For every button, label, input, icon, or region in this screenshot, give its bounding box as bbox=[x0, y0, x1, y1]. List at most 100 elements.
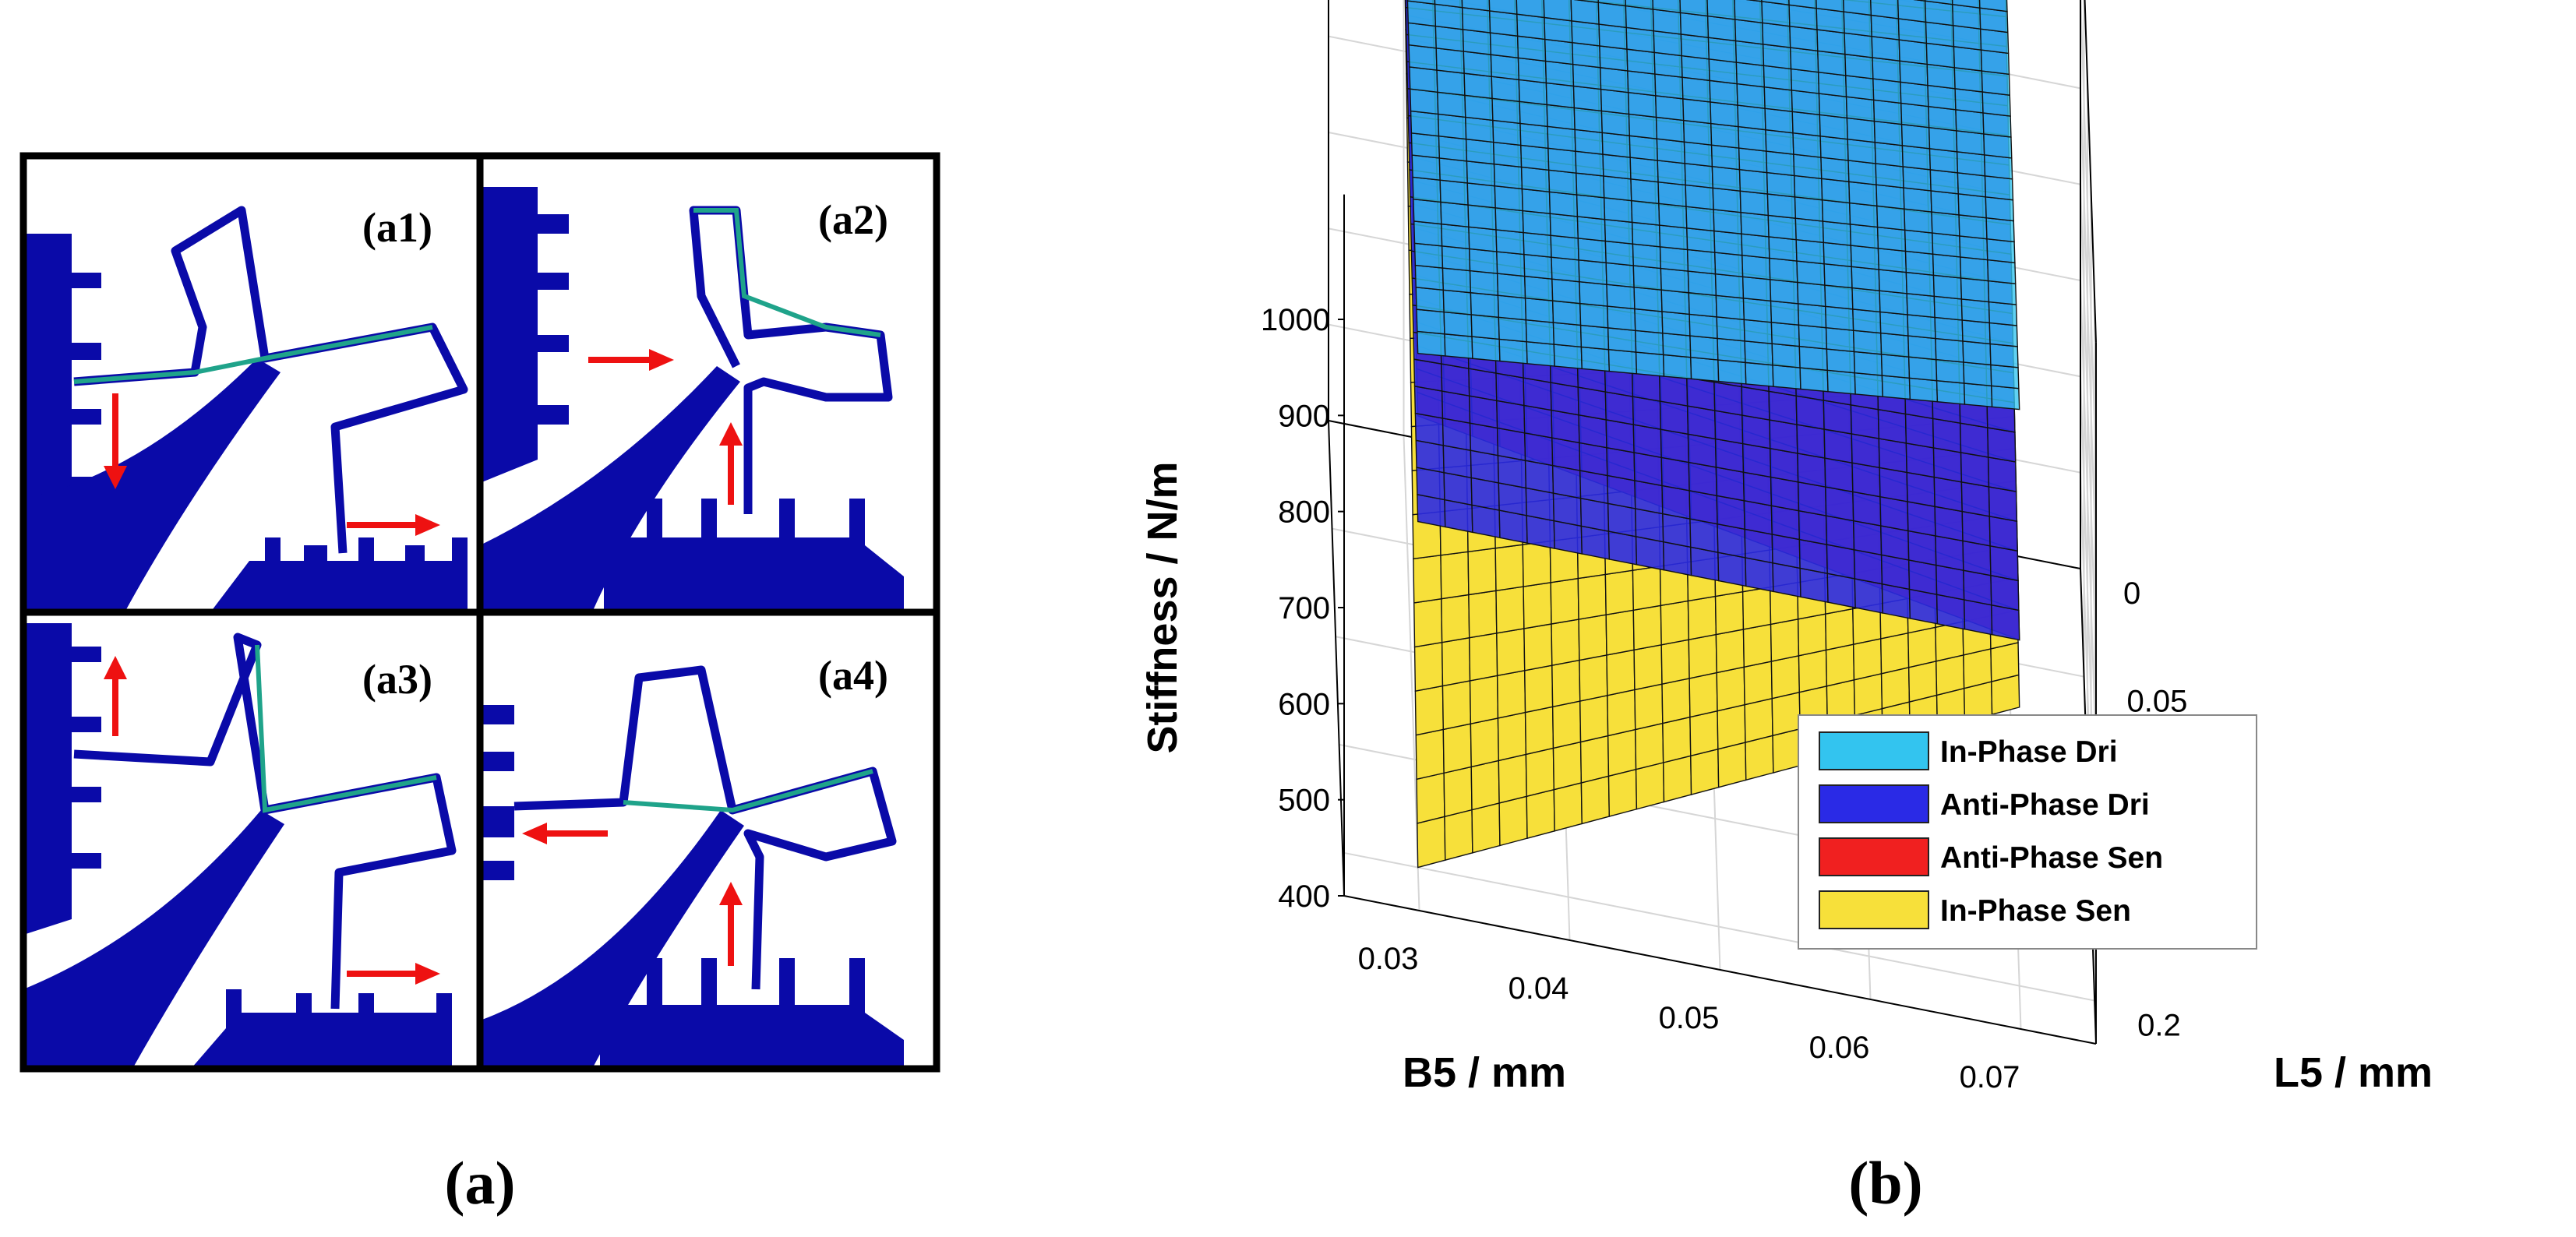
surface-patch bbox=[1468, 368, 1498, 402]
surface-patch bbox=[1516, 35, 1547, 62]
surface-patch bbox=[1634, 480, 1664, 515]
surface-patch bbox=[1963, 648, 1992, 689]
surface-patch bbox=[1462, 29, 1492, 55]
surface-patch bbox=[1712, 187, 1741, 213]
surface-patch bbox=[1413, 386, 1444, 419]
surface-patch bbox=[1913, 0, 1926, 2]
surface-patch bbox=[1681, 76, 1711, 103]
surface-patch bbox=[1845, 96, 1876, 122]
surface-patch bbox=[1987, 427, 2017, 463]
surface-patch bbox=[1717, 359, 1747, 385]
surface-patch bbox=[1991, 604, 2020, 641]
surface-patch bbox=[1626, 48, 1656, 75]
y-tick-label: 0.2 bbox=[2137, 1009, 2181, 1043]
surface-patch bbox=[1412, 176, 1442, 203]
surface-patch bbox=[1984, 175, 2014, 201]
surface-patch bbox=[1798, 345, 1828, 372]
surface-patch bbox=[1850, 404, 1879, 439]
surface-patch bbox=[1907, 356, 1938, 382]
surface-patch bbox=[1932, 232, 1961, 258]
surface-patch bbox=[1461, 0, 1491, 12]
surface-patch bbox=[1959, 422, 1989, 458]
surface-patch bbox=[1680, 33, 1710, 60]
surface-patch bbox=[1689, 489, 1718, 525]
surface-patch bbox=[1634, 308, 1664, 334]
surface-patch bbox=[1936, 654, 1965, 696]
surface-patch bbox=[1879, 495, 1909, 532]
surface-patch bbox=[1900, 81, 1929, 107]
surface-patch bbox=[1491, 76, 1520, 103]
surface-patch bbox=[1766, 171, 1796, 198]
surfaces bbox=[1404, 0, 2020, 869]
x-tick-label: 0.04 bbox=[1509, 971, 1569, 1006]
surface-patch bbox=[1959, 256, 1989, 282]
surface-patch bbox=[1772, 728, 1801, 774]
surface-patch bbox=[1689, 671, 1718, 718]
surface-patch bbox=[1791, 90, 1821, 116]
surface-patch bbox=[1713, 230, 1743, 256]
surface-patch bbox=[1734, 40, 1765, 67]
surface-patch bbox=[1597, 2, 1627, 29]
surface-patch bbox=[1741, 442, 1772, 478]
surface-patch bbox=[1607, 474, 1636, 509]
surface-patch bbox=[1849, 224, 1879, 249]
surface-patch bbox=[1684, 163, 1713, 189]
surface-patch bbox=[1579, 442, 1608, 477]
surface-patch bbox=[1989, 544, 2019, 582]
surface-patch bbox=[1852, 330, 1883, 355]
surface-patch bbox=[1466, 182, 1496, 209]
surface-patch bbox=[1688, 291, 1717, 318]
surface-patch bbox=[1435, 48, 1465, 74]
surface-patch bbox=[1734, 19, 1764, 45]
surface-patch bbox=[1798, 509, 1828, 545]
surface-patch bbox=[1656, 138, 1686, 164]
sublabel-a1: (a1) bbox=[362, 204, 432, 251]
surface-patch bbox=[1682, 98, 1712, 125]
surface-patch bbox=[1706, 15, 1737, 42]
surface-patch bbox=[1465, 116, 1494, 143]
surface-patch bbox=[1925, 42, 1956, 69]
surface-patch bbox=[1764, 107, 1794, 134]
force-arrow-right bbox=[347, 514, 440, 536]
surface-patch bbox=[1662, 332, 1692, 358]
surface-patch bbox=[1603, 197, 1633, 224]
surface-patch bbox=[1625, 5, 1655, 32]
surface-patch bbox=[1878, 438, 1907, 474]
axes-box-front bbox=[1328, 194, 2097, 1045]
surface-patch bbox=[1550, 577, 1579, 625]
z-tick-label: 800 bbox=[1278, 495, 1330, 530]
surface-patch bbox=[1493, 163, 1523, 190]
surface-patch bbox=[1795, 238, 1825, 265]
z-tick-label: 400 bbox=[1278, 879, 1330, 914]
surface-patch bbox=[1655, 116, 1685, 143]
surface-patch bbox=[1660, 267, 1690, 294]
surface-patch bbox=[1713, 252, 1744, 278]
surface-patch bbox=[1436, 69, 1466, 97]
surface-patch bbox=[1870, 0, 1900, 19]
surface-patch bbox=[1742, 623, 1773, 668]
surface-patch bbox=[1600, 88, 1630, 115]
surface-patch bbox=[1795, 395, 1825, 430]
surface-patch bbox=[1962, 540, 1992, 576]
surface-patch bbox=[1953, 45, 1983, 72]
legend: In-Phase Dri Anti-Phase Dri Anti-Phase Sen… bbox=[1798, 714, 2257, 950]
surface-patch bbox=[1851, 433, 1880, 469]
force-arrow-down bbox=[104, 393, 127, 489]
surface-patch bbox=[1413, 198, 1442, 225]
surface-patch bbox=[1522, 210, 1551, 236]
surface-patch bbox=[1734, 0, 1763, 24]
y-tick-label: 0.05 bbox=[2127, 685, 2188, 719]
surface-patch bbox=[1467, 204, 1497, 231]
surface-patch bbox=[1771, 691, 1801, 737]
surface-patch bbox=[1826, 544, 1856, 580]
surface-patch bbox=[1955, 109, 1985, 135]
force-arrow-right bbox=[588, 349, 674, 371]
surface-patch bbox=[1635, 722, 1664, 770]
surface-patch bbox=[1851, 287, 1881, 313]
surface-patch bbox=[1952, 3, 1981, 30]
surface-patch bbox=[1553, 782, 1583, 832]
surface-patch bbox=[1573, 107, 1603, 134]
surface-patch bbox=[1872, 57, 1901, 83]
surface-patch bbox=[1852, 308, 1882, 334]
force-arrow-up bbox=[104, 656, 127, 736]
